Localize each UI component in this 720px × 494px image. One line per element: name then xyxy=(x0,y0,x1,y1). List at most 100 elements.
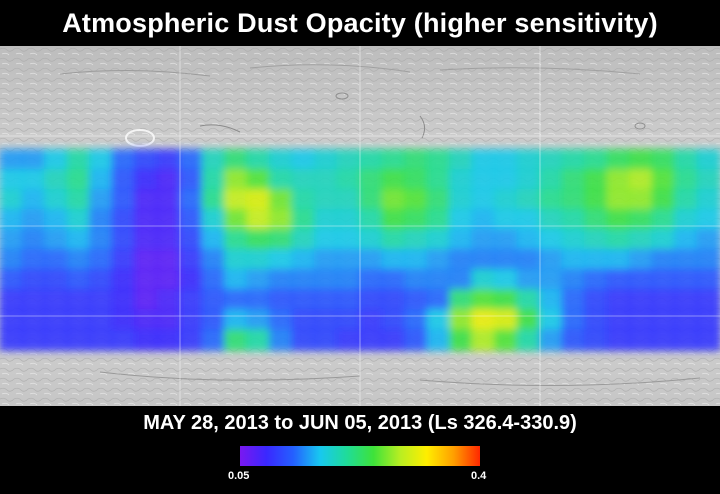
dust-cell xyxy=(89,329,114,351)
dust-cell xyxy=(0,289,24,311)
dust-cell xyxy=(606,229,631,251)
dust-cell xyxy=(404,289,429,311)
dust-cell xyxy=(426,149,451,171)
dust-cell xyxy=(269,309,294,331)
dust-cell xyxy=(336,329,361,351)
dust-cell xyxy=(651,209,676,231)
dust-cell xyxy=(336,289,361,311)
dust-cell xyxy=(539,249,564,271)
dust-cell xyxy=(224,149,249,171)
dust-cell xyxy=(696,289,720,311)
dust-cell xyxy=(606,249,631,271)
dust-cell xyxy=(179,209,204,231)
colorbar-gradient xyxy=(240,446,480,466)
dust-cell xyxy=(629,189,654,211)
dust-cell xyxy=(89,169,114,191)
dust-cell xyxy=(66,249,91,271)
dust-cell xyxy=(494,289,519,311)
dust-cell xyxy=(539,209,564,231)
colorbar-max-label: 0.4 xyxy=(471,470,487,482)
dust-cell xyxy=(336,209,361,231)
dust-cell xyxy=(381,269,406,291)
dust-cell xyxy=(269,249,294,271)
dust-cell xyxy=(539,289,564,311)
dust-cell xyxy=(111,269,136,291)
dust-cell xyxy=(21,169,46,191)
dust-cell xyxy=(629,269,654,291)
dust-cell xyxy=(156,249,181,271)
dust-cell xyxy=(606,309,631,331)
dust-cell xyxy=(584,269,609,291)
dust-cell xyxy=(516,189,541,211)
dust-cell xyxy=(471,229,496,251)
dust-cell xyxy=(336,309,361,331)
dust-cell xyxy=(426,189,451,211)
dust-cell xyxy=(426,249,451,271)
dust-cell xyxy=(269,189,294,211)
dust-cell xyxy=(674,329,699,351)
dust-cell xyxy=(336,169,361,191)
dust-cell xyxy=(224,309,249,331)
dust-cell xyxy=(606,269,631,291)
dust-cell xyxy=(471,269,496,291)
dust-cell xyxy=(561,289,586,311)
dust-cell xyxy=(471,249,496,271)
dust-cell xyxy=(629,149,654,171)
dust-cell xyxy=(314,209,339,231)
dust-cell xyxy=(584,229,609,251)
dust-cell xyxy=(201,249,226,271)
dust-cell xyxy=(651,329,676,351)
dust-cell xyxy=(674,229,699,251)
dust-cell xyxy=(0,149,24,171)
dust-cell xyxy=(224,169,249,191)
dust-cell xyxy=(404,269,429,291)
dust-cell xyxy=(539,269,564,291)
dust-cell xyxy=(201,289,226,311)
dust-cell xyxy=(381,149,406,171)
dust-cell xyxy=(404,149,429,171)
dust-cell xyxy=(291,229,316,251)
dust-cell xyxy=(21,289,46,311)
dust-cell xyxy=(269,229,294,251)
dust-cell xyxy=(449,309,474,331)
dust-cell xyxy=(449,229,474,251)
dust-cell xyxy=(314,149,339,171)
dust-cell xyxy=(89,209,114,231)
dust-cell xyxy=(44,189,69,211)
dust-cell xyxy=(314,309,339,331)
dust-cell xyxy=(201,189,226,211)
dust-cell xyxy=(179,309,204,331)
dust-cell xyxy=(66,229,91,251)
dust-cell xyxy=(179,269,204,291)
dust-cell xyxy=(629,229,654,251)
dust-cell xyxy=(89,189,114,211)
dust-cell xyxy=(21,189,46,211)
dust-cell xyxy=(381,189,406,211)
dust-cell xyxy=(651,229,676,251)
dust-cell xyxy=(314,289,339,311)
dust-cell xyxy=(44,229,69,251)
dust-cell xyxy=(66,289,91,311)
dust-cell xyxy=(224,189,249,211)
dust-cell xyxy=(291,189,316,211)
dust-cell xyxy=(381,309,406,331)
dust-cell xyxy=(426,269,451,291)
dust-cell xyxy=(291,149,316,171)
dust-cell xyxy=(89,269,114,291)
dust-cell xyxy=(471,169,496,191)
dust-cell xyxy=(696,329,720,351)
dust-cell xyxy=(471,329,496,351)
dust-cell xyxy=(246,289,271,311)
dust-cell xyxy=(494,249,519,271)
dust-cell xyxy=(404,189,429,211)
dust-cell xyxy=(314,189,339,211)
dust-cell xyxy=(561,309,586,331)
dust-cell xyxy=(516,289,541,311)
dust-cell xyxy=(134,289,159,311)
dust-cell xyxy=(629,309,654,331)
dust-cell xyxy=(44,169,69,191)
dust-cell xyxy=(134,149,159,171)
dust-cell xyxy=(66,309,91,331)
dust-cell xyxy=(291,209,316,231)
dust-cell xyxy=(21,149,46,171)
